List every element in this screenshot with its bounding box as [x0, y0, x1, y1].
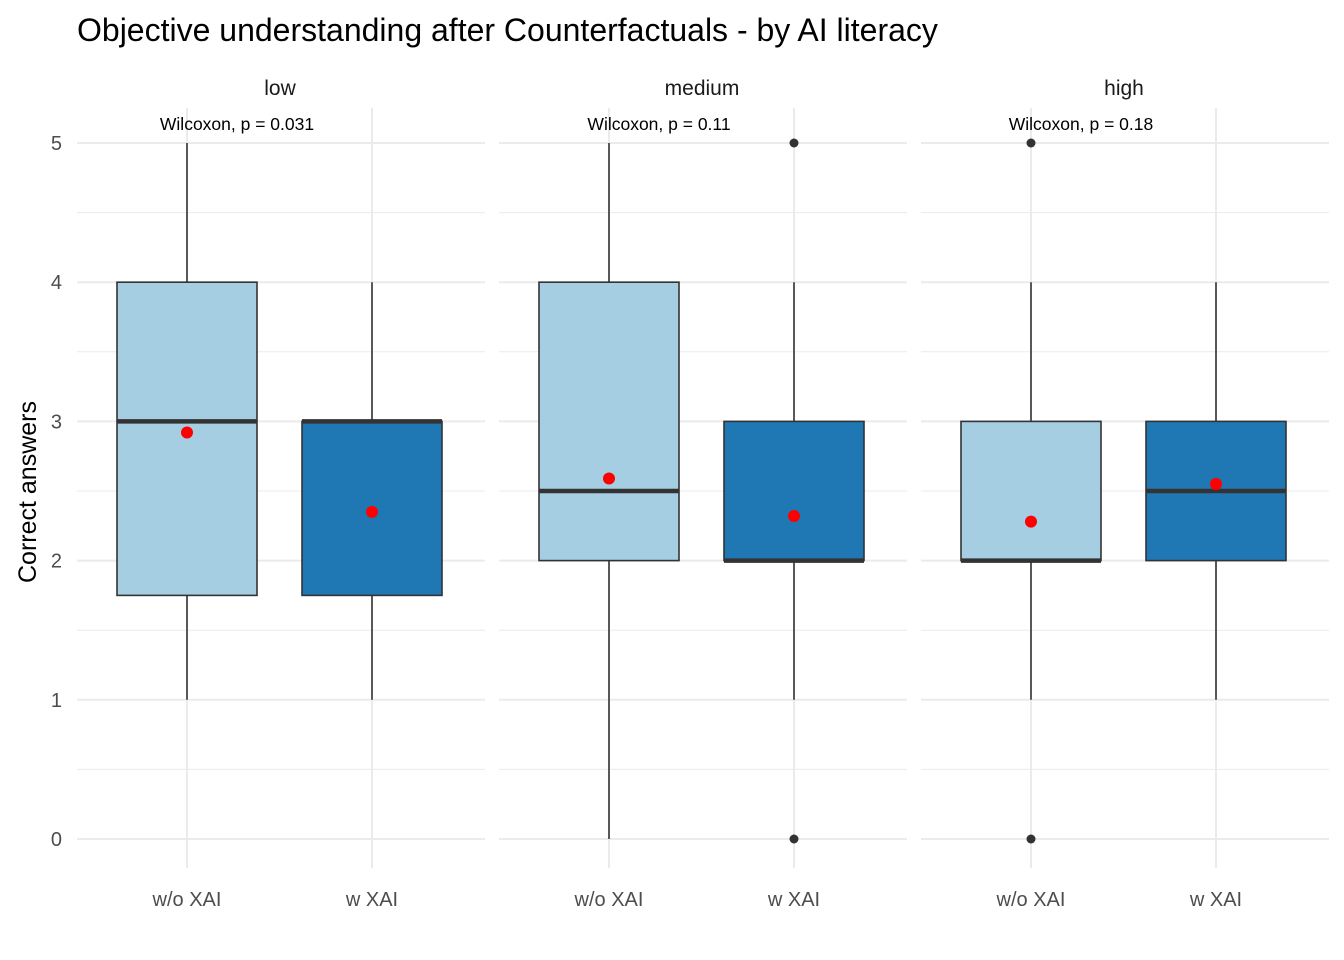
boxplot-with-xai: [301, 282, 443, 700]
outlier-point: [789, 138, 799, 148]
wilcoxon-annotation: Wilcoxon, p = 0.031: [160, 114, 314, 134]
facet-panel-low: low Wilcoxon, p = 0.031 w/o XAI w XAI: [77, 77, 485, 911]
x-tick-label: w XAI: [767, 889, 820, 911]
boxplot-without-xai: [116, 143, 258, 700]
y-axis-label: Correct answers: [14, 401, 42, 583]
outlier-point: [789, 834, 799, 844]
mean-point: [788, 510, 800, 523]
y-tick-label: 5: [51, 133, 62, 155]
x-tick-label: w/o XAI: [152, 889, 222, 911]
facet-panel-medium: medium Wilcoxon, p = 0.11 w/o XAI w XAI: [499, 77, 907, 911]
wilcoxon-annotation: Wilcoxon, p = 0.11: [587, 114, 730, 134]
boxplot-with-xai: [1145, 282, 1287, 700]
wilcoxon-annotation: Wilcoxon, p = 0.18: [1009, 114, 1153, 134]
plot-area: 0 1 2 3 4 5 low Wilcoxon, p = 0.031 w/o XAI w XAI…: [51, 77, 1329, 911]
boxplot-without-xai: [960, 138, 1102, 844]
facet-label: low: [264, 77, 296, 100]
chart-title: Objective understanding after Counterfac…: [77, 12, 938, 48]
box-iqr: [723, 420, 865, 562]
mean-point: [366, 505, 378, 518]
outlier-point: [1026, 138, 1036, 148]
x-tick-label: w/o XAI: [996, 889, 1066, 911]
box-iqr: [116, 281, 258, 597]
y-tick-label: 4: [51, 272, 62, 294]
facet-panel-high: high Wilcoxon, p = 0.18 w/o XAI w XAI: [921, 77, 1329, 911]
x-tick-label: w XAI: [1189, 889, 1242, 911]
facet-label: high: [1104, 77, 1144, 100]
y-tick-label: 3: [51, 411, 62, 433]
box-iqr: [538, 281, 680, 562]
outlier-point: [1026, 834, 1036, 844]
mean-point: [603, 472, 615, 485]
mean-point: [1210, 478, 1222, 491]
x-tick-label: w/o XAI: [574, 889, 644, 911]
boxplot-without-xai: [538, 143, 680, 839]
y-tick-label: 0: [51, 829, 62, 851]
facet-label: medium: [665, 77, 740, 100]
boxplot-with-xai: [723, 138, 865, 844]
y-tick-label: 1: [51, 690, 62, 712]
y-tick-label: 2: [51, 551, 62, 573]
box-iqr: [960, 420, 1102, 562]
mean-point: [181, 426, 193, 439]
mean-point: [1025, 515, 1037, 528]
x-tick-label: w XAI: [345, 889, 398, 911]
